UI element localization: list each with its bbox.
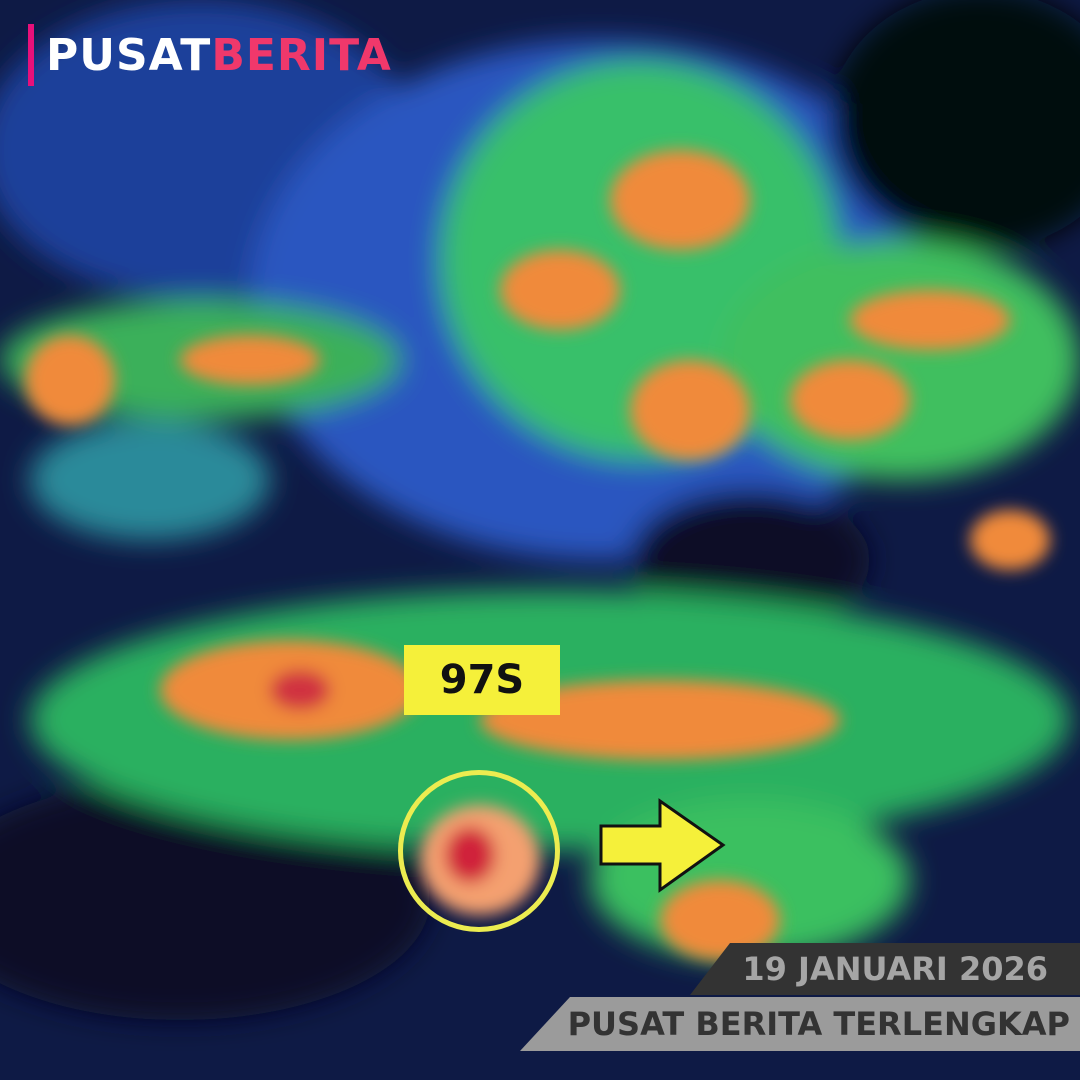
logo-text-berita: BERITA xyxy=(211,29,392,81)
tagline-banner: PUSAT BERITA TERLENGKAP xyxy=(520,997,1080,1051)
logo-text-pusat: PUSAT xyxy=(46,29,212,81)
brand-logo: PUSAT BERITA xyxy=(28,24,392,86)
storm-circle-marker xyxy=(398,770,560,932)
storm-label: 97S xyxy=(404,645,560,715)
arrow-right-icon xyxy=(599,798,726,893)
date-banner: 19 JANUARI 2026 xyxy=(690,943,1080,995)
logo-accent-bar xyxy=(28,24,34,86)
